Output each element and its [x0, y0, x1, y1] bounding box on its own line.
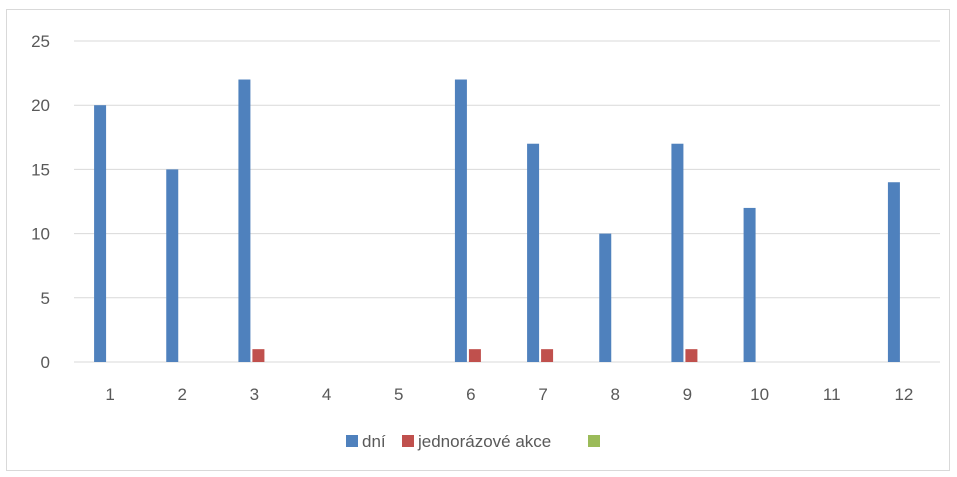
bar-dni-8 — [599, 233, 612, 362]
x-tick-label: 7 — [538, 385, 547, 404]
bar-dni-6 — [454, 79, 467, 363]
x-tick-label: 3 — [250, 385, 259, 404]
bar-dni-10 — [743, 207, 756, 362]
chart-frame — [6, 9, 950, 471]
x-tick-label: 10 — [750, 385, 769, 404]
bar-dni-12 — [887, 182, 900, 362]
legend-swatch — [402, 435, 414, 447]
x-tick-label: 1 — [105, 385, 114, 404]
x-tick-label: 8 — [611, 385, 620, 404]
y-axis-ticks: 0 5 10 15 20 25 — [31, 32, 50, 372]
legend: dní jednorázové akce — [346, 432, 600, 451]
x-tick-label: 12 — [894, 385, 913, 404]
x-tick-label: 6 — [466, 385, 475, 404]
x-tick-label: 5 — [394, 385, 403, 404]
bar-dni-7 — [527, 143, 540, 362]
y-tick-label: 0 — [41, 353, 50, 372]
y-tick-label: 25 — [31, 32, 50, 51]
bar-jednorazove-akce-3 — [252, 349, 265, 362]
y-tick-label: 5 — [41, 289, 50, 308]
legend-swatch — [588, 435, 600, 447]
legend-label: dní — [362, 432, 386, 451]
bar-jednorazove-akce-6 — [468, 349, 481, 362]
x-tick-label: 4 — [322, 385, 331, 404]
bar-dni-1 — [94, 105, 107, 362]
x-tick-label: 11 — [823, 385, 841, 404]
x-tick-label: 2 — [178, 385, 187, 404]
bars — [94, 79, 900, 363]
y-tick-label: 10 — [31, 225, 50, 244]
gridlines — [74, 40, 940, 363]
bar-dni-3 — [238, 79, 251, 363]
legend-swatch — [346, 435, 358, 447]
bar-dni-9 — [671, 143, 684, 362]
bar-dni-2 — [166, 169, 179, 362]
y-tick-label: 20 — [31, 96, 50, 115]
x-tick-label: 9 — [683, 385, 692, 404]
y-tick-label: 15 — [31, 160, 50, 179]
bar-jednorazove-akce-9 — [685, 349, 698, 362]
x-axis-ticks: 1 2 3 4 5 6 7 8 9 10 11 12 — [105, 385, 913, 404]
bar-jednorazove-akce-7 — [541, 349, 554, 362]
legend-label: jednorázové akce — [417, 432, 551, 451]
